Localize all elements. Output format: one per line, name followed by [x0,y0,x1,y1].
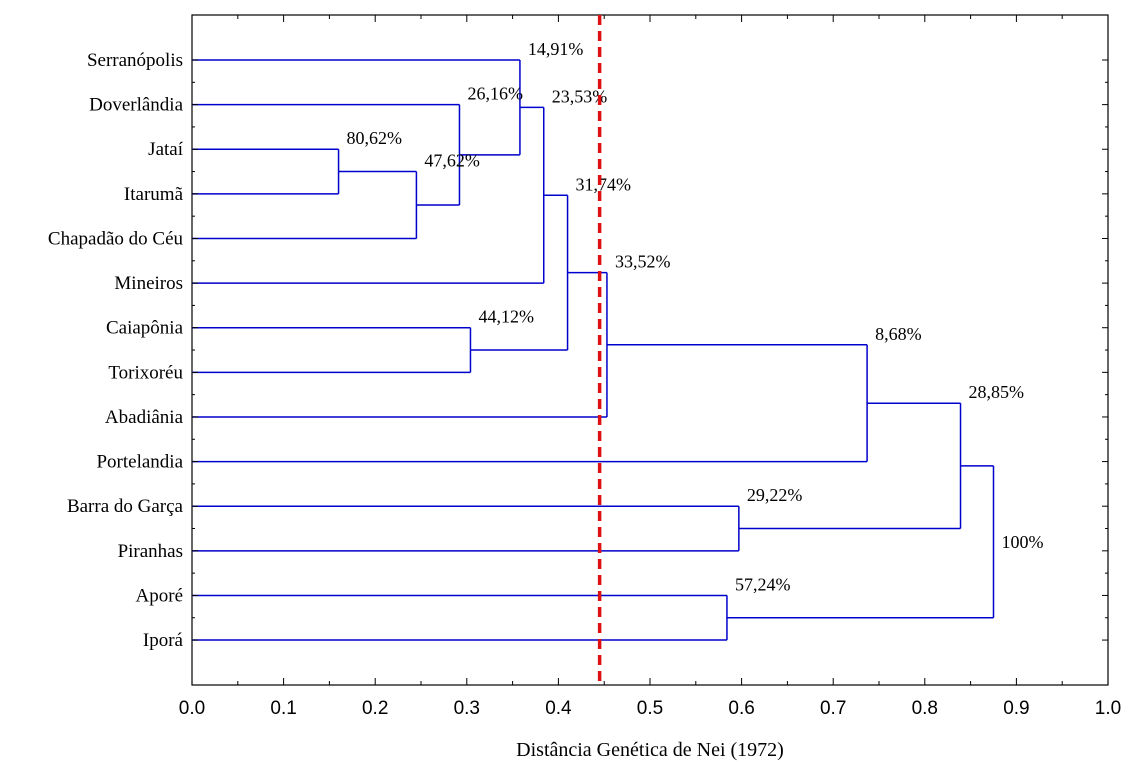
node-label-n5: 23,53% [552,86,608,106]
node-label-n9: 8,68% [875,324,922,344]
node-label-n12: 57,24% [735,574,791,594]
leaf-label-ipora: Iporá [143,630,184,651]
node-label-n7: 31,74% [576,174,632,194]
x-axis-title: Distância Genética de Nei (1972) [516,739,784,761]
axis-ticks [191,15,1109,685]
leaf-label-caiaponia: Caiapônia [106,318,184,339]
node-label-n1: 80,62% [347,128,403,148]
node-label-n2: 47,62% [424,151,480,171]
x-tick-label: 1.0 [1095,698,1121,719]
leaf-label-mineiros: Mineiros [114,273,183,294]
x-tick-label: 0.6 [728,698,754,719]
leaf-label-doverlandia: Doverlândia [89,95,183,116]
x-tick-label: 0.1 [270,698,296,719]
node-label-n13: 100% [1002,532,1044,552]
node-label-n11: 28,85% [969,382,1024,402]
leaf-label-barra-do-garca: Barra do Garça [67,496,184,517]
x-tick-label: 0.5 [637,698,663,719]
x-tick-label: 0.4 [545,698,572,719]
leaf-label-jatai: Jataí [148,139,184,160]
leaf-label-serranopolis: Serranópolis [87,50,183,71]
x-tick-labels: 0.0 0.1 0.2 0.3 0.4 0.5 0.6 0.7 0.8 0.9 1.0 [179,698,1121,719]
node-labels: 80,62% 47,62% 26,16% 14,91% 23,53% 44,12% 31,7… [347,39,1044,594]
x-tick-label: 0.0 [179,698,205,719]
leaf-label-abadiania: Abadiânia [105,407,184,428]
node-label-n3: 26,16% [467,84,523,104]
leaf-label-portelandia: Portelandia [96,452,183,473]
leaf-labels: Serranópolis Doverlândia Jataí Itarumã Chapa… [48,50,184,651]
leaf-label-apore: Aporé [136,585,183,606]
dendrogram-branches [192,59,995,641]
leaf-label-torixoreu: Torixoréu [108,362,183,383]
plot-frame [191,14,1109,686]
leaf-label-itaruma: Itarumã [124,184,184,205]
x-tick-label: 0.7 [820,698,846,719]
x-tick-label: 0.3 [454,698,480,719]
node-label-n4: 14,91% [528,39,584,59]
leaf-label-piranhas: Piranhas [118,541,183,562]
node-label-n8: 33,52% [615,252,671,272]
node-label-n6: 44,12% [478,307,534,327]
x-tick-label: 0.9 [1003,698,1029,719]
x-tick-label: 0.2 [362,698,388,719]
node-label-n10: 29,22% [747,485,803,505]
leaf-label-chapadao-do-ceu: Chapadão do Céu [48,228,184,249]
x-tick-label: 0.8 [912,698,938,719]
